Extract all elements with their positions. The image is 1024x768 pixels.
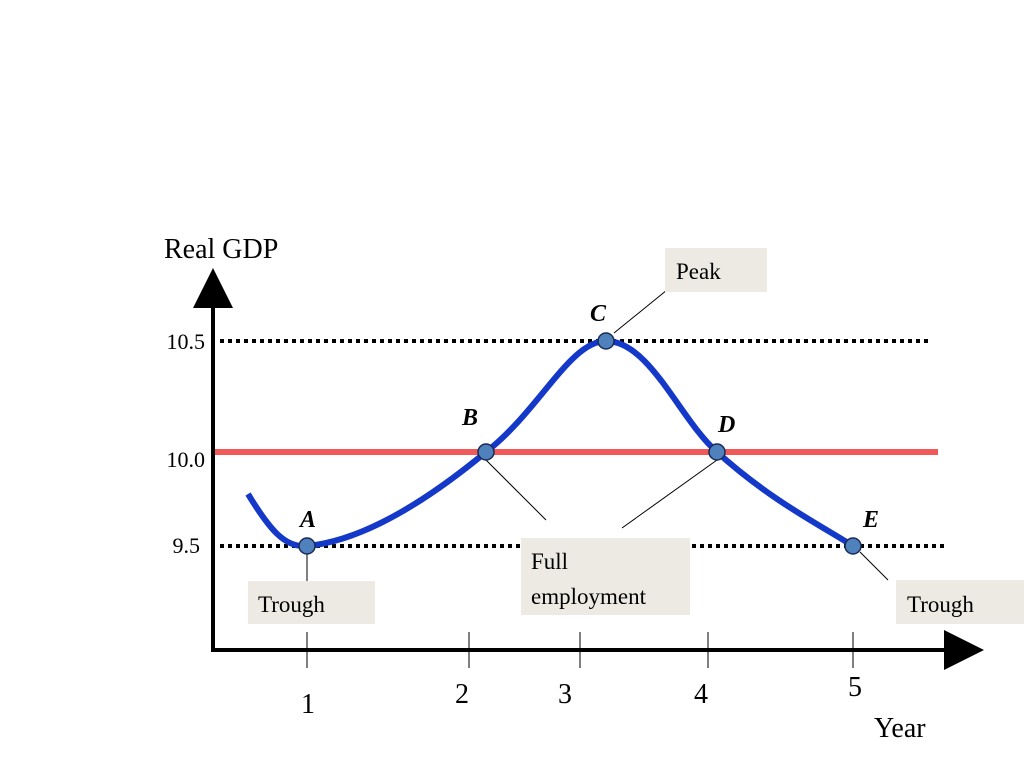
y-tick-label: 10.0 xyxy=(167,447,206,472)
leader-line xyxy=(485,459,547,521)
point-label: E xyxy=(862,507,879,533)
x-tick-label: 3 xyxy=(558,679,572,710)
callout-box xyxy=(665,248,767,292)
x-axis-label: Year xyxy=(874,713,926,744)
callout-box xyxy=(521,538,690,615)
leader-line xyxy=(859,551,889,581)
callout-text: Trough xyxy=(258,592,325,617)
y-tick-label: 10.5 xyxy=(167,329,206,354)
x-ticks xyxy=(306,632,854,668)
x-tick-label: 2 xyxy=(455,679,469,710)
callout-text: Peak xyxy=(676,259,721,284)
x-tick-label: 1 xyxy=(301,689,315,720)
callout-box xyxy=(248,581,375,624)
callout-text: Full xyxy=(531,549,568,574)
leader-line xyxy=(621,459,718,529)
points xyxy=(298,332,862,555)
point-label: C xyxy=(590,301,607,327)
business-cycle-curve xyxy=(245,337,855,550)
x-tick-label: 4 xyxy=(694,679,708,710)
leader-line xyxy=(613,289,668,334)
y-tick-label: 9.5 xyxy=(173,533,201,558)
callout-text: employment xyxy=(531,584,647,609)
callout-text: Trough xyxy=(907,592,974,617)
y-axis-label: Real GDP xyxy=(164,234,278,265)
point-label: D xyxy=(717,412,735,438)
point-label: A xyxy=(298,507,316,533)
x-tick-label: 5 xyxy=(848,672,862,703)
point-label: B xyxy=(461,405,478,431)
callout-box xyxy=(896,580,1024,624)
